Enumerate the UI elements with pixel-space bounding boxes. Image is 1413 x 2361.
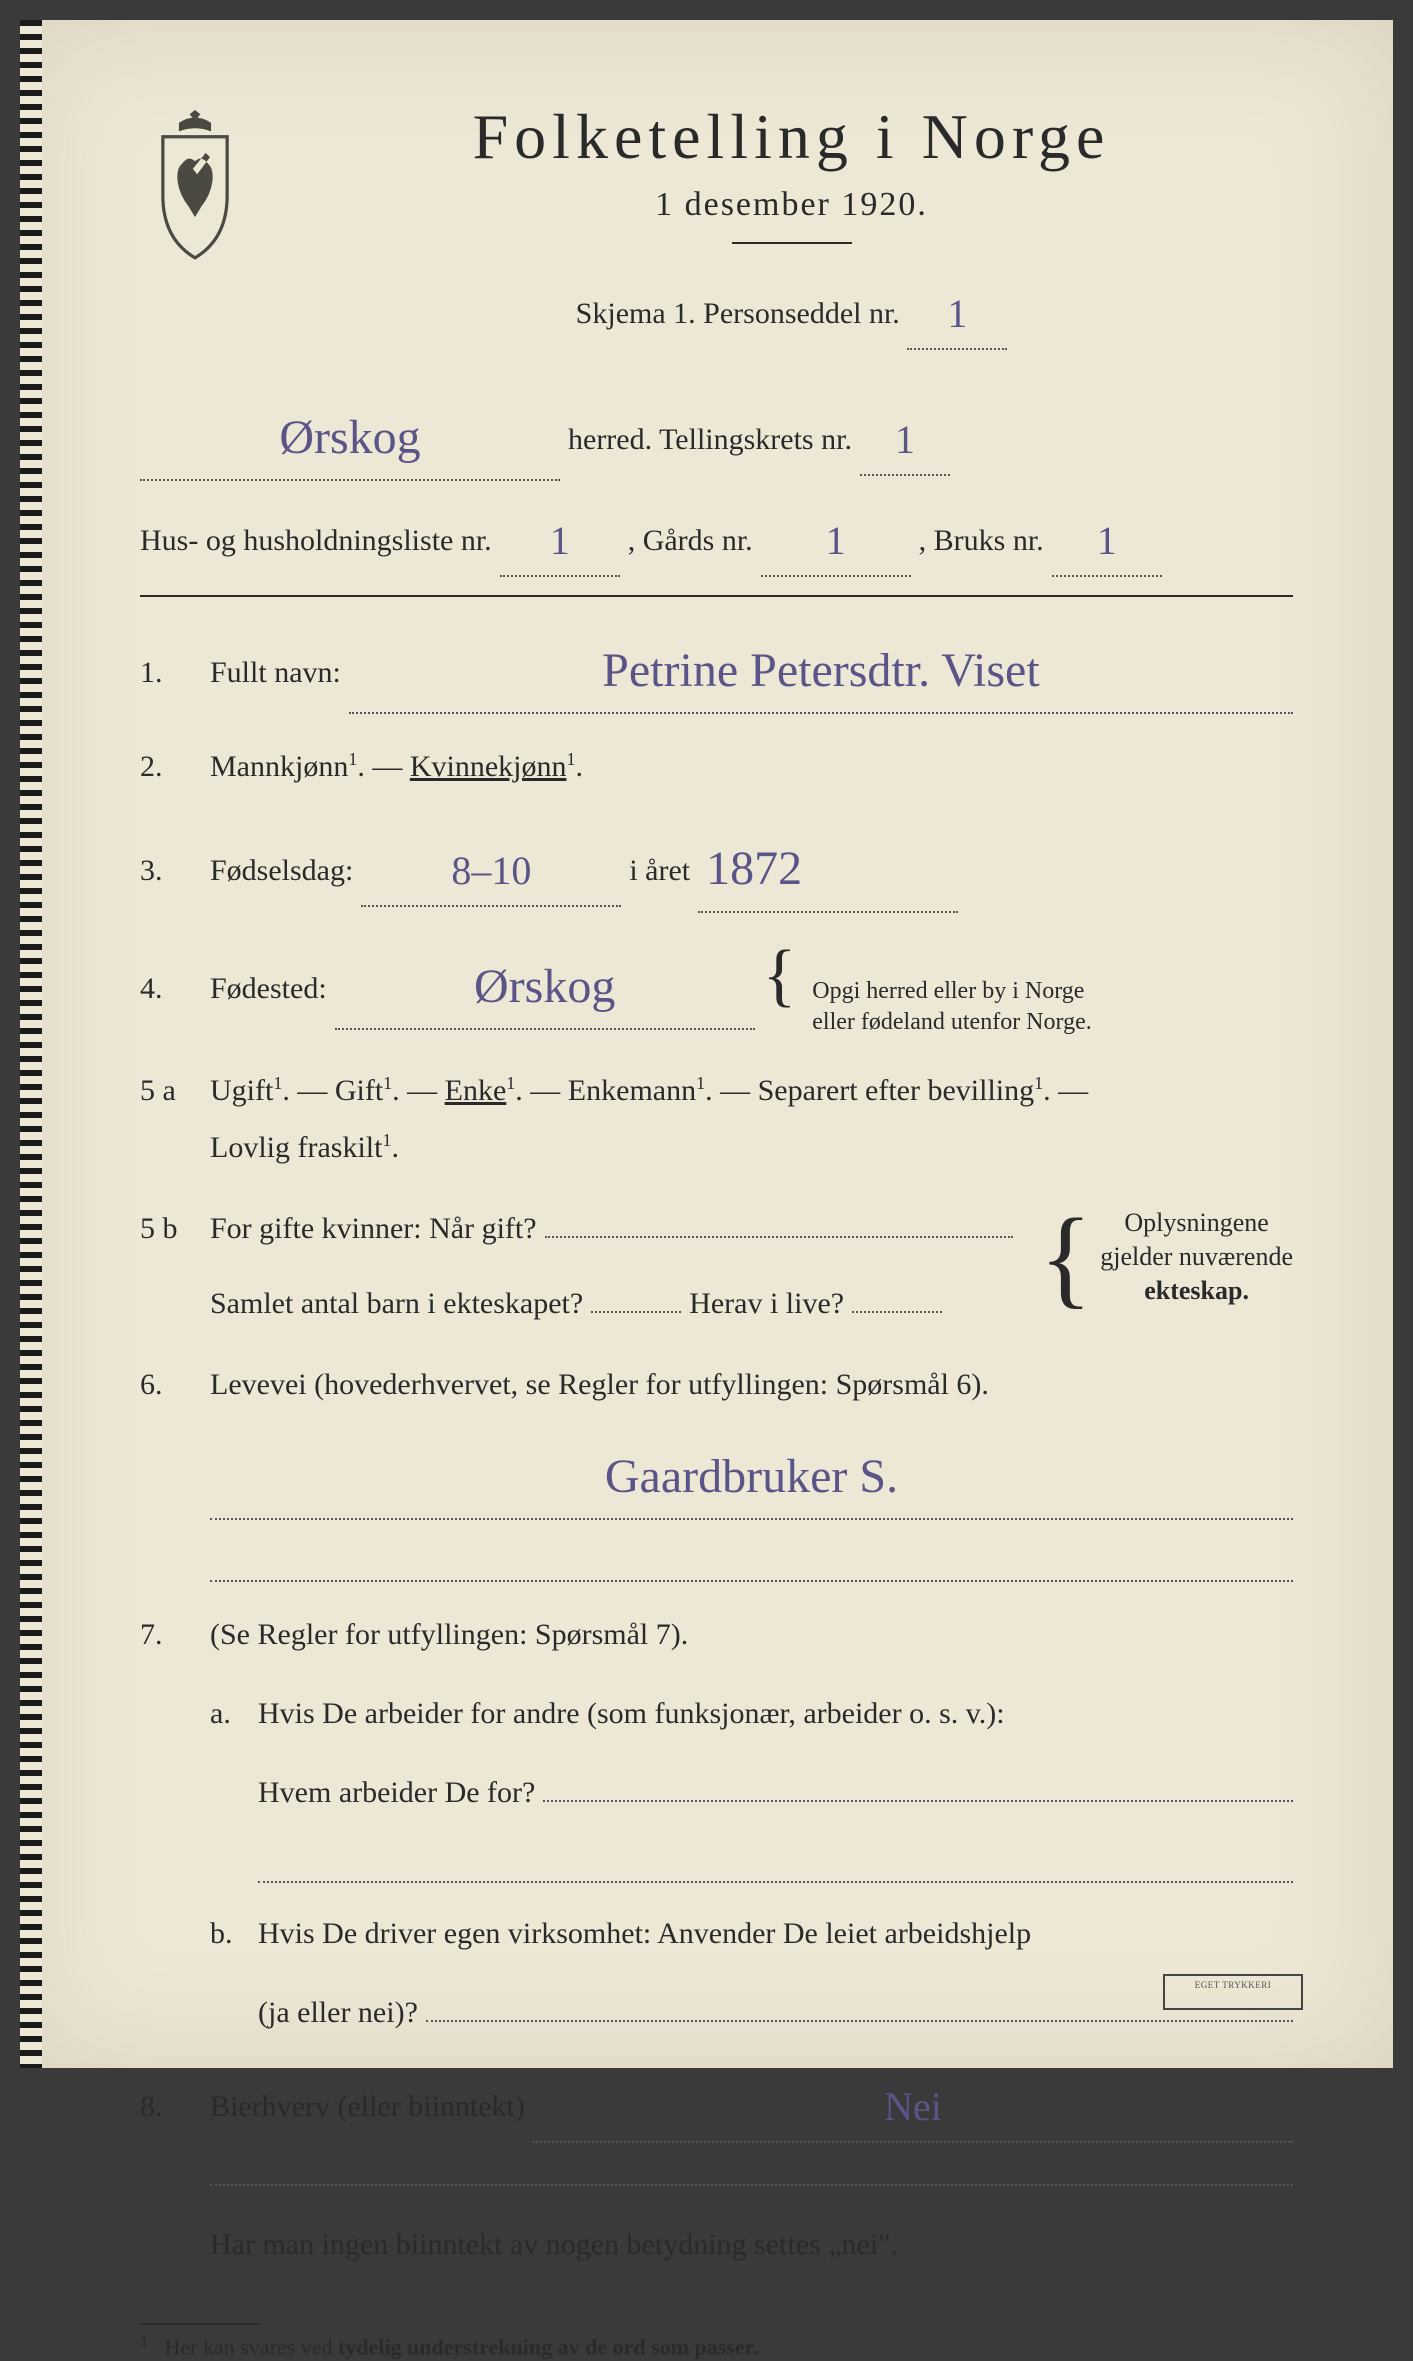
- herred-line: Ørskog herred. Tellingskrets nr. 1: [140, 388, 1293, 481]
- skjema-label: Skjema 1. Personseddel nr.: [576, 297, 900, 330]
- section-divider: [140, 595, 1293, 597]
- q6: 6. Levevei (hovederhvervet, se Regler fo…: [140, 1356, 1293, 1582]
- page-subtitle: 1 desember 1920.: [290, 186, 1293, 224]
- q5b-line1: For gifte kvinner: Når gift?: [210, 1200, 537, 1257]
- q6-value: Gaardbruker S.: [605, 1431, 898, 1522]
- q7a-line1: Hvis De arbeider for andre (som funksjon…: [258, 1697, 1005, 1730]
- header: Folketelling i Norge 1 desember 1920. Sk…: [140, 100, 1293, 368]
- q5a-opt-0: Ugift: [210, 1074, 273, 1107]
- q2: 2. Mannkjønn1. — Kvinnekjønn1.: [140, 738, 1293, 795]
- q5a-opt-4: Separert efter bevilling: [758, 1074, 1035, 1107]
- bottom-note: Har man ingen biinntekt av nogen betydni…: [210, 2216, 1293, 2273]
- q4-value: Ørskog: [474, 941, 615, 1032]
- q3-year-label: i året: [629, 842, 690, 899]
- page-title: Folketelling i Norge: [290, 100, 1293, 174]
- q8-num: 8.: [140, 2090, 196, 2124]
- hus-line: Hus- og husholdningsliste nr. 1 , Gårds …: [140, 499, 1293, 577]
- q8-value: Nei: [884, 2069, 942, 2145]
- q6-num: 6.: [140, 1368, 196, 1402]
- q4: 4. Fødested: Ørskog { Opgi herred eller …: [140, 937, 1293, 1038]
- q5b-num: 5 b: [140, 1212, 196, 1246]
- q5b-line2b: Herav i live?: [689, 1275, 844, 1332]
- herred-value: Ørskog: [279, 392, 420, 483]
- coat-of-arms-icon: [140, 110, 250, 260]
- gards-label: , Gårds nr.: [628, 512, 753, 569]
- q5a-opt-2: Enke: [445, 1074, 507, 1107]
- q4-note: Opgi herred eller by i Norge eller fødel…: [812, 976, 1091, 1038]
- bruks-label: , Bruks nr.: [919, 512, 1044, 569]
- bruks-nr: 1: [1097, 503, 1117, 579]
- q7-num: 7.: [140, 1618, 196, 1652]
- printer-stamp: EGET TRYKKERI: [1163, 1974, 1303, 2010]
- q5b-line2a: Samlet antal barn i ekteskapet?: [210, 1275, 583, 1332]
- q5b-side-note: { Oplysningene gjelder nuværende ekteska…: [1039, 1206, 1293, 1307]
- q5a-opt-5: Lovlig fraskilt: [210, 1131, 382, 1164]
- divider: [732, 242, 852, 244]
- q7b-line1: Hvis De driver egen virksomhet: Anvender…: [258, 1917, 1031, 1950]
- q7a-num: a.: [210, 1685, 244, 1883]
- q8-extra-line: [210, 2167, 1293, 2186]
- hus-label: Hus- og husholdningsliste nr.: [140, 512, 492, 569]
- q4-label: Fødested:: [210, 960, 327, 1017]
- gards-nr: 1: [826, 503, 846, 579]
- q1-label: Fullt navn:: [210, 644, 341, 701]
- q5a: 5 a Ugift1. — Gift1. — Enke1. — Enkemann…: [140, 1062, 1293, 1176]
- binding-edge: [20, 20, 42, 2068]
- q3-year: 1872: [706, 823, 802, 914]
- q7b-line2: (ja eller nei)?: [258, 1984, 418, 2041]
- q2-num: 2.: [140, 750, 196, 784]
- q5a-num: 5 a: [140, 1074, 196, 1108]
- q6-label: Levevei (hovederhvervet, se Regler for u…: [210, 1368, 989, 1401]
- q3-num: 3.: [140, 854, 196, 888]
- q2-opt-a: Mannkjønn: [210, 750, 348, 783]
- q5a-opt-1: Gift: [335, 1074, 383, 1107]
- q2-opt-b: Kvinnekjønn: [410, 750, 567, 783]
- q8-label: Bierhverv (eller biinntekt): [210, 2078, 525, 2135]
- title-block: Folketelling i Norge 1 desember 1920. Sk…: [290, 100, 1293, 368]
- q4-num: 4.: [140, 972, 196, 1006]
- q5b: 5 b For gifte kvinner: Når gift? Samlet …: [140, 1200, 1293, 1332]
- q8: 8. Bierhverv (eller biinntekt) Nei: [140, 2065, 1293, 2143]
- q7: 7. (Se Regler for utfyllingen: Spørsmål …: [140, 1606, 1293, 2041]
- census-form-page: Folketelling i Norge 1 desember 1920. Sk…: [20, 20, 1393, 2068]
- herred-label: herred. Tellingskrets nr.: [568, 411, 852, 468]
- q5a-opt-3: Enkemann: [568, 1074, 696, 1107]
- footnote-divider: [140, 2323, 260, 2325]
- q7b-num: b.: [210, 1905, 244, 2041]
- q3: 3. Fødselsdag: 8–10 i året 1872: [140, 819, 1293, 912]
- skjema-line: Skjema 1. Personseddel nr. 1: [290, 272, 1293, 350]
- q1: 1. Fullt navn: Petrine Petersdtr. Viset: [140, 621, 1293, 714]
- q3-label: Fødselsdag:: [210, 842, 353, 899]
- personseddel-nr: 1: [947, 276, 967, 352]
- q3-day: 8–10: [451, 833, 531, 909]
- tellingskrets-nr: 1: [895, 402, 915, 478]
- hus-nr: 1: [550, 503, 570, 579]
- footnote: 1 Her kan svares ved tydelig understrekn…: [140, 2333, 1293, 2360]
- q7-label: (Se Regler for utfyllingen: Spørsmål 7).: [210, 1618, 688, 1651]
- q1-num: 1.: [140, 656, 196, 690]
- q1-value: Petrine Petersdtr. Viset: [602, 625, 1040, 716]
- q7a-line2: Hvem arbeider De for?: [258, 1764, 535, 1821]
